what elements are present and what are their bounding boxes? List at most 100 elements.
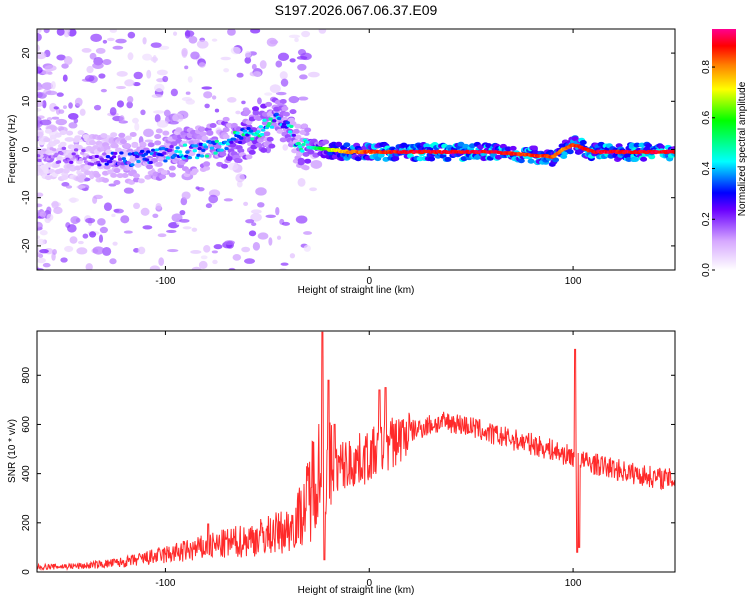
spectrogram-halo-cell	[74, 135, 82, 141]
spectrogram-halo-cell	[509, 145, 517, 151]
spectrogram-halo-cell	[517, 158, 525, 164]
spectrogram-noise-cell	[269, 39, 279, 45]
spectrogram-ridge-cell	[274, 112, 279, 116]
spectrogram-noise-cell	[89, 231, 97, 238]
spectrogram-noise-cell	[102, 39, 108, 44]
spectrogram-noise-cell	[303, 231, 313, 235]
spectrogram-noise-cell	[37, 44, 40, 52]
spectrogram-noise-cell	[37, 135, 40, 142]
spectrogram-noise-cell	[191, 227, 198, 232]
spectrogram-noise-cell	[113, 208, 120, 213]
spectrogram-ridge-cell	[161, 151, 167, 155]
spectrogram-noise-cell	[251, 222, 257, 227]
spectrogram-ridge-cell	[105, 155, 111, 159]
spectrogram-ridge-cell	[197, 147, 202, 151]
spectrogram-noise-cell	[299, 74, 308, 80]
spectrogram-x-ticks: -100 0 100	[155, 29, 582, 287]
spectrogram-halo-cell	[66, 130, 74, 136]
spectrogram-ridge-cell	[143, 152, 149, 156]
spectrogram-noise-cell	[53, 106, 59, 110]
spectrogram-noise-cell	[102, 246, 112, 256]
spectrogram-noise-cell	[86, 65, 94, 74]
spectrogram-ridge-cell	[119, 151, 124, 155]
spectrogram-ridge-cell	[209, 146, 215, 150]
spectrogram-noise-cell	[211, 250, 218, 254]
spectrogram-noise-cell	[203, 91, 213, 99]
spectrogram-ridge-cell	[135, 154, 140, 159]
spectrogram-halo-cell	[191, 168, 199, 174]
spectrogram-noise-cell	[223, 198, 234, 202]
spectrogram-noise-cell	[269, 84, 281, 94]
spectrogram-halo-cell	[121, 172, 129, 178]
spectrogram-x-tick-label: -100	[155, 276, 175, 287]
spectrogram-halo-cell	[131, 143, 139, 149]
spectrogram-noise-cell	[297, 96, 309, 101]
spectrogram-noise-cell	[277, 52, 290, 62]
spectrogram-noise-cell	[154, 114, 161, 123]
spectrogram-ridge-cell	[198, 142, 204, 146]
spectrogram-noise-cell	[41, 82, 54, 90]
colorbar-label: Normalized spectral amplitude	[737, 81, 748, 216]
spectrogram-noise-cell	[70, 216, 80, 224]
spectrogram-noise-cell	[280, 262, 289, 266]
spectrogram-noise-cell	[198, 62, 206, 68]
spectrogram-noise-cell	[294, 37, 299, 43]
spectrogram-noise-cell	[227, 162, 239, 171]
spectrogram-noise-cell	[37, 86, 44, 91]
spectrogram-ridge-cell	[56, 160, 62, 164]
spectrogram-noise-cell	[152, 110, 165, 114]
spectrogram-noise-cell	[280, 78, 289, 87]
spectrogram-noise-cell	[244, 56, 252, 64]
spectrogram-noise-cell	[152, 213, 159, 218]
spectrogram-noise-cell	[112, 241, 118, 246]
spectrogram-noise-cell	[126, 101, 133, 109]
spectrogram-noise-cell	[56, 29, 65, 36]
spectrogram-noise-cell	[289, 253, 296, 259]
spectrogram-noise-cell	[132, 117, 139, 124]
spectrogram-noise-cell	[37, 235, 41, 239]
spectrogram-halo-cell	[237, 148, 245, 154]
snr-y-tick-label: 800	[21, 366, 32, 383]
spectrogram-halo-cell	[137, 178, 145, 184]
spectrogram-halo-cell	[155, 128, 163, 134]
spectrogram-ridge-cell	[671, 150, 675, 154]
spectrogram-halo-cell	[199, 131, 207, 137]
spectrogram-ridge-cell	[130, 163, 135, 167]
spectrogram-noise-cell	[115, 38, 127, 44]
spectrogram-noise-cell	[119, 115, 125, 124]
spectrogram-noise-cell	[156, 120, 169, 128]
spectrogram-halo-cell	[648, 154, 656, 160]
spectrogram-halo-cell	[261, 120, 269, 126]
spectrogram-noise-cell	[227, 96, 237, 103]
spectrogram-halo-cell	[155, 161, 163, 167]
spectrogram-noise-cell	[69, 236, 78, 244]
spectrogram-x-tick-label: 100	[565, 276, 582, 287]
spectrogram-noise-cell	[37, 247, 40, 254]
spectrogram-ridge-cell	[136, 159, 141, 164]
spectrogram-halo-cell	[294, 134, 302, 140]
spectrogram-halo-cell	[103, 164, 111, 170]
spectrogram-ridge-cell	[262, 118, 267, 122]
spectrogram-ridge-cell	[175, 146, 180, 150]
spectrogram-noise-cell	[200, 255, 208, 260]
spectrogram-ridge-cell	[103, 158, 108, 163]
spectrogram-halo-cell	[260, 147, 268, 153]
spectrogram-noise-cell	[95, 47, 106, 54]
spectrogram-ridge-cell	[117, 157, 123, 161]
spectrogram-noise-cell	[307, 71, 320, 78]
spectrogram-ridge-cell	[102, 152, 107, 156]
spectrogram-noise-cell	[116, 71, 128, 77]
spectrogram-ridge-cell	[160, 146, 166, 151]
spectrogram-noise-cell	[196, 40, 209, 49]
spectrogram-noise-cell	[295, 215, 308, 224]
spectrogram-halo-cell	[566, 149, 574, 155]
spectrogram-halo-cell	[628, 142, 636, 148]
spectrogram-noise-cell	[82, 233, 89, 239]
spectrogram-ridge-cell	[94, 154, 100, 159]
spectrogram-noise-cell	[37, 267, 44, 270]
spectrogram-halo-cell	[118, 132, 126, 138]
spectrogram-halo-cell	[116, 173, 124, 179]
spectrogram-noise-cell	[150, 42, 162, 48]
spectrogram-noise-cell	[297, 49, 307, 56]
spectrogram-noise-cell	[92, 196, 98, 204]
